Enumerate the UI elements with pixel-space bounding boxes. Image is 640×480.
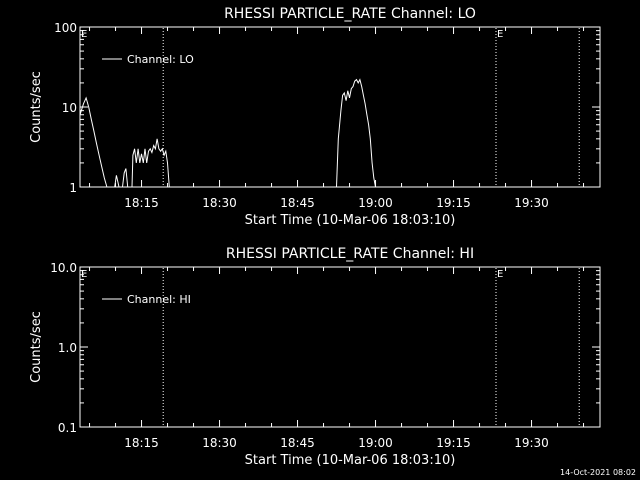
chart-panel-2: RHESSI PARTICLE_RATE Channel: HI 18:15 18:… bbox=[29, 246, 601, 468]
y-tick-label: 100 bbox=[54, 21, 77, 35]
footer-timestamp: 14-Oct-2021 08:02 bbox=[560, 468, 636, 477]
event-marker-label: E bbox=[497, 269, 503, 280]
chart-title: RHESSI PARTICLE_RATE Channel: LO bbox=[224, 6, 476, 22]
chart-title: RHESSI PARTICLE_RATE Channel: HI bbox=[226, 246, 474, 262]
x-axis-label: Start Time (10-Mar-06 18:03:10) bbox=[245, 213, 456, 228]
y-tick-label: 1.0 bbox=[58, 341, 77, 355]
x-tick-label: 18:15 bbox=[124, 436, 159, 450]
chart-panel-1: RHESSI PARTICLE_RATE Channel: LO 18:15 18:… bbox=[29, 6, 601, 228]
y-tick-label: 1 bbox=[69, 181, 77, 195]
event-marker-label: E bbox=[81, 269, 87, 280]
x-tick-label: 19:30 bbox=[514, 436, 549, 450]
event-marker-label: E bbox=[81, 29, 87, 40]
x-axis-label: Start Time (10-Mar-06 18:03:10) bbox=[245, 453, 456, 468]
x-tick-label: 19:30 bbox=[514, 196, 549, 210]
x-tick-label: 18:15 bbox=[124, 196, 159, 210]
event-marker-label: E bbox=[497, 29, 503, 40]
y-tick-label: 10 bbox=[62, 101, 77, 115]
x-tick-label: 19:00 bbox=[358, 196, 393, 210]
series-line bbox=[79, 78, 376, 188]
x-tick-label: 18:45 bbox=[280, 196, 315, 210]
x-tick-label: 19:15 bbox=[436, 196, 471, 210]
x-tick-label: 18:30 bbox=[202, 436, 237, 450]
x-tick-label: 18:45 bbox=[280, 436, 315, 450]
x-tick-label: 19:00 bbox=[358, 436, 393, 450]
y-tick-label: 0.1 bbox=[58, 421, 77, 435]
y-axis-label: Counts/sec bbox=[29, 311, 44, 383]
x-tick-label: 19:15 bbox=[436, 436, 471, 450]
legend-label: Channel: LO bbox=[127, 53, 194, 66]
x-tick-label: 18:30 bbox=[202, 196, 237, 210]
y-tick-label: 10.0 bbox=[50, 261, 77, 275]
y-axis-label: Counts/sec bbox=[29, 71, 44, 143]
legend-label: Channel: HI bbox=[127, 293, 191, 306]
